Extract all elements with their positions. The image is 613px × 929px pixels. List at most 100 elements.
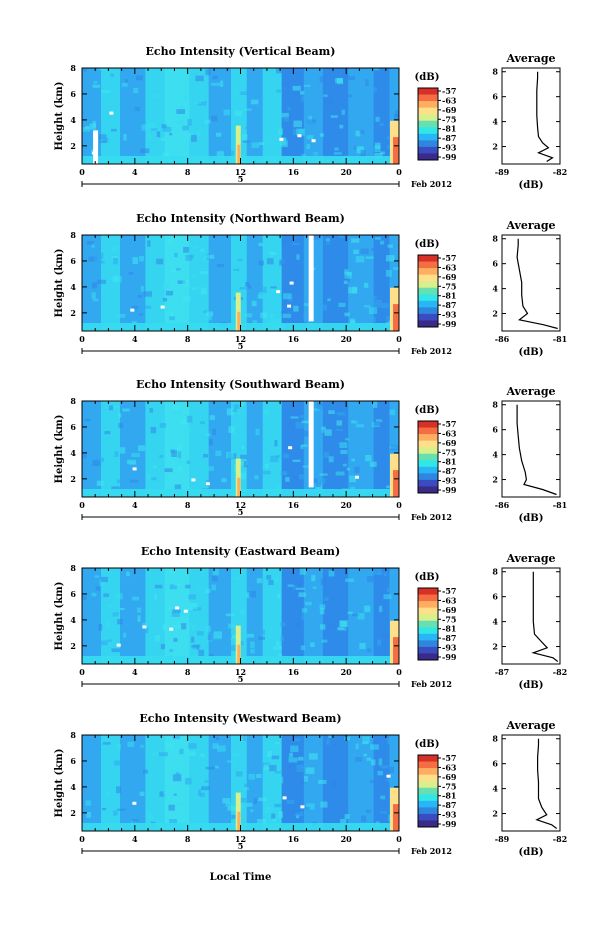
heatmap-cell <box>310 408 320 411</box>
heatmap-cell <box>99 140 107 143</box>
colorbar-tick-label: -99 <box>442 319 457 329</box>
heatmap-cell <box>274 803 281 808</box>
heatmap-hotspot <box>237 811 241 831</box>
heatmap-cell <box>383 572 388 577</box>
heatmap-cell <box>351 420 359 424</box>
heatmap-cell <box>162 282 170 288</box>
heatmap-cell <box>93 81 98 84</box>
heatmap-cell <box>398 785 399 792</box>
colorbar-tick-label: -99 <box>442 485 457 495</box>
avg-y-tick-label: 4 <box>492 450 498 460</box>
heatmap-cell <box>303 84 311 87</box>
heatmap-cell <box>346 467 351 471</box>
heatmap-cell <box>95 586 100 591</box>
heatmap-cell <box>351 772 360 775</box>
heatmap-cell <box>300 645 305 651</box>
heatmap-cell <box>266 574 272 580</box>
heatmap-cell <box>110 73 114 77</box>
heatmap-cell <box>314 100 321 104</box>
heatmap-band <box>281 568 304 664</box>
heatmap-cell <box>149 408 153 413</box>
heatmap-cell <box>182 280 190 287</box>
heatmap-band <box>262 68 282 164</box>
heatmap-cell <box>365 454 372 462</box>
x-tick-label: 8 <box>185 334 191 344</box>
heatmap-cell <box>372 739 379 745</box>
heatmap-cell <box>215 132 222 137</box>
heatmap-cell <box>269 251 277 256</box>
heatmap-cell <box>180 417 188 425</box>
heatmap-cell <box>286 799 295 805</box>
heatmap-cell <box>211 115 218 122</box>
heatmap-cell <box>359 642 366 650</box>
heatmap-cell <box>368 307 378 315</box>
heatmap-cell <box>307 119 316 125</box>
heatmap-cell <box>116 479 123 484</box>
x-tick-label: 0 <box>79 167 85 177</box>
x-tick-label: 12 <box>235 667 246 677</box>
heatmap-band <box>145 68 165 164</box>
heatmap-cell <box>160 137 167 142</box>
heatmap-cell <box>320 801 328 808</box>
heatmap-cell <box>258 636 265 640</box>
heatmap-band <box>101 568 121 664</box>
heatmap-cell <box>366 757 372 761</box>
heatmap-cell <box>146 474 151 482</box>
heatmap-cell <box>227 150 234 156</box>
heatmap-cell <box>301 613 307 621</box>
y-tick-label: 6 <box>70 89 76 99</box>
heatmap-cell <box>162 126 172 132</box>
x-tick-label: 4 <box>132 667 138 677</box>
heatmap-cell <box>167 606 171 610</box>
heatmap-cell <box>375 116 380 122</box>
heatmap-cell <box>258 260 264 266</box>
heatmap-cell <box>327 623 337 627</box>
heatmap-cell <box>205 625 211 632</box>
heatmap-cell <box>363 282 369 288</box>
heatmap-cell <box>94 276 98 281</box>
avg-y-tick-label: 6 <box>492 259 498 269</box>
missing-data <box>183 609 188 613</box>
x-tick-label: 0 <box>79 667 85 677</box>
heatmap-cell <box>301 444 308 447</box>
x-tick-label: 4 <box>132 167 138 177</box>
heatmap-cell <box>372 305 381 308</box>
heatmap-band <box>208 401 231 497</box>
heatmap-cell <box>338 302 346 308</box>
heatmap-cell <box>225 802 235 807</box>
heatmap-cell <box>124 79 129 83</box>
heatmap-cell <box>308 753 318 760</box>
heatmap-cell <box>200 271 209 274</box>
avg-frame <box>501 234 561 332</box>
heatmap-cell <box>375 419 382 423</box>
heatmap-cell <box>283 116 289 122</box>
heatmap-cell <box>371 317 377 323</box>
heatmap-band <box>82 735 102 831</box>
heatmap-cell <box>295 582 301 590</box>
heatmap-cell <box>339 124 344 129</box>
heatmap-band <box>189 568 209 664</box>
missing-data <box>142 625 147 629</box>
heatmap-cell <box>339 621 347 627</box>
heatmap-cell <box>321 639 328 643</box>
colorbar-tick-label: -81 <box>442 791 456 801</box>
heatmap-cell <box>83 68 87 72</box>
heatmap-cell <box>373 568 382 575</box>
heatmap-cell <box>169 269 177 273</box>
heatmap-cell <box>337 627 344 630</box>
heatmap-cell <box>181 623 187 630</box>
heatmap-cell <box>239 609 247 615</box>
heatmap-cell <box>140 148 150 154</box>
heatmap-cell <box>248 590 256 598</box>
colorbar-segment <box>418 640 438 648</box>
heatmap-cell <box>364 605 371 613</box>
heatmap-cell <box>299 90 305 95</box>
heatmap-cell <box>216 264 224 268</box>
colorbar-segment <box>418 94 438 102</box>
avg-xlabel: (dB) <box>519 680 544 691</box>
heatmap-band <box>208 735 231 831</box>
heatmap-cell <box>119 607 125 611</box>
avg-title: Average <box>505 385 555 398</box>
heatmap-cell <box>198 789 202 796</box>
heatmap-cell <box>111 648 121 653</box>
